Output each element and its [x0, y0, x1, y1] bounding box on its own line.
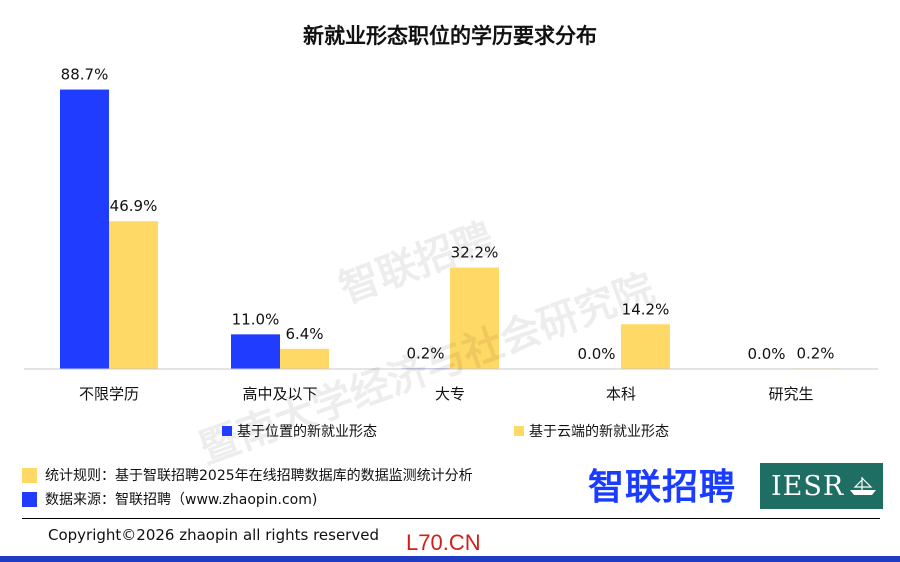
copyright-text: Copyright©2026 zhaopin all rights reserv… [48, 526, 379, 544]
legend-item-location: 基于位置的新就业形态 [222, 421, 377, 441]
data-label-cloud-4: 0.2% [796, 344, 834, 362]
footer-divider [22, 518, 880, 519]
data-label-cloud-1: 6.4% [285, 325, 323, 343]
bar-location-0 [60, 89, 109, 369]
bar-cloud-2 [450, 267, 499, 369]
data-label-location-3: 0.0% [577, 345, 615, 363]
data-label-cloud-0: 46.9% [110, 197, 158, 215]
bar-cloud-3 [621, 324, 670, 369]
rule-note-square [22, 467, 37, 483]
data-label-cloud-2: 32.2% [451, 244, 499, 262]
stat-rule-note: 统计规则：基于智联招聘2025年在线招聘数据库的数据监测统计分析 [22, 465, 473, 485]
source-note-square [22, 491, 37, 507]
legend-label-location: 基于位置的新就业形态 [237, 424, 377, 440]
legend-item-cloud: 基于云端的新就业形态 [514, 421, 669, 441]
rule-note-text: 统计规则：基于智联招聘2025年在线招聘数据库的数据监测统计分析 [45, 468, 473, 484]
data-label-location-1: 11.0% [232, 310, 280, 328]
category-label-1: 高中及以下 [242, 385, 317, 403]
bottom-bar [0, 556, 900, 562]
category-label-0: 不限学历 [79, 385, 139, 403]
bar-cloud-1 [280, 348, 329, 369]
source-note-text: 数据来源：智联招聘（www.zhaopin.com) [45, 492, 318, 508]
zhaopin-logo: 智联招聘 [588, 467, 737, 508]
bar-location-1 [231, 334, 280, 369]
data-label-location-4: 0.0% [747, 345, 785, 363]
stamp-text: L70.CN [406, 530, 481, 555]
data-source-note: 数据来源：智联招聘（www.zhaopin.com) [22, 489, 317, 509]
legend-swatch-cloud [514, 426, 524, 436]
data-label-location-2: 0.2% [406, 344, 444, 362]
bar-cloud-0 [109, 221, 158, 369]
data-label-location-0: 88.7% [61, 66, 109, 84]
bar-chart: 88.7% 11.0% 0.2% 0.0% 0.0% 46.9% 6.4% 32.2% 14.2… [24, 66, 878, 403]
legend-label-cloud: 基于云端的新就业形态 [529, 424, 669, 440]
iesr-logo-text: IESR [771, 470, 845, 502]
iesr-logo: IESR [760, 463, 883, 509]
legend-swatch-location [222, 426, 232, 436]
chart-title: 新就业形态职位的学历要求分布 [303, 24, 597, 48]
category-label-4: 研究生 [768, 385, 813, 403]
category-label-2: 大专 [435, 385, 465, 403]
data-label-cloud-3: 14.2% [622, 300, 670, 318]
category-label-3: 本科 [606, 385, 636, 403]
boat-icon [850, 477, 877, 495]
